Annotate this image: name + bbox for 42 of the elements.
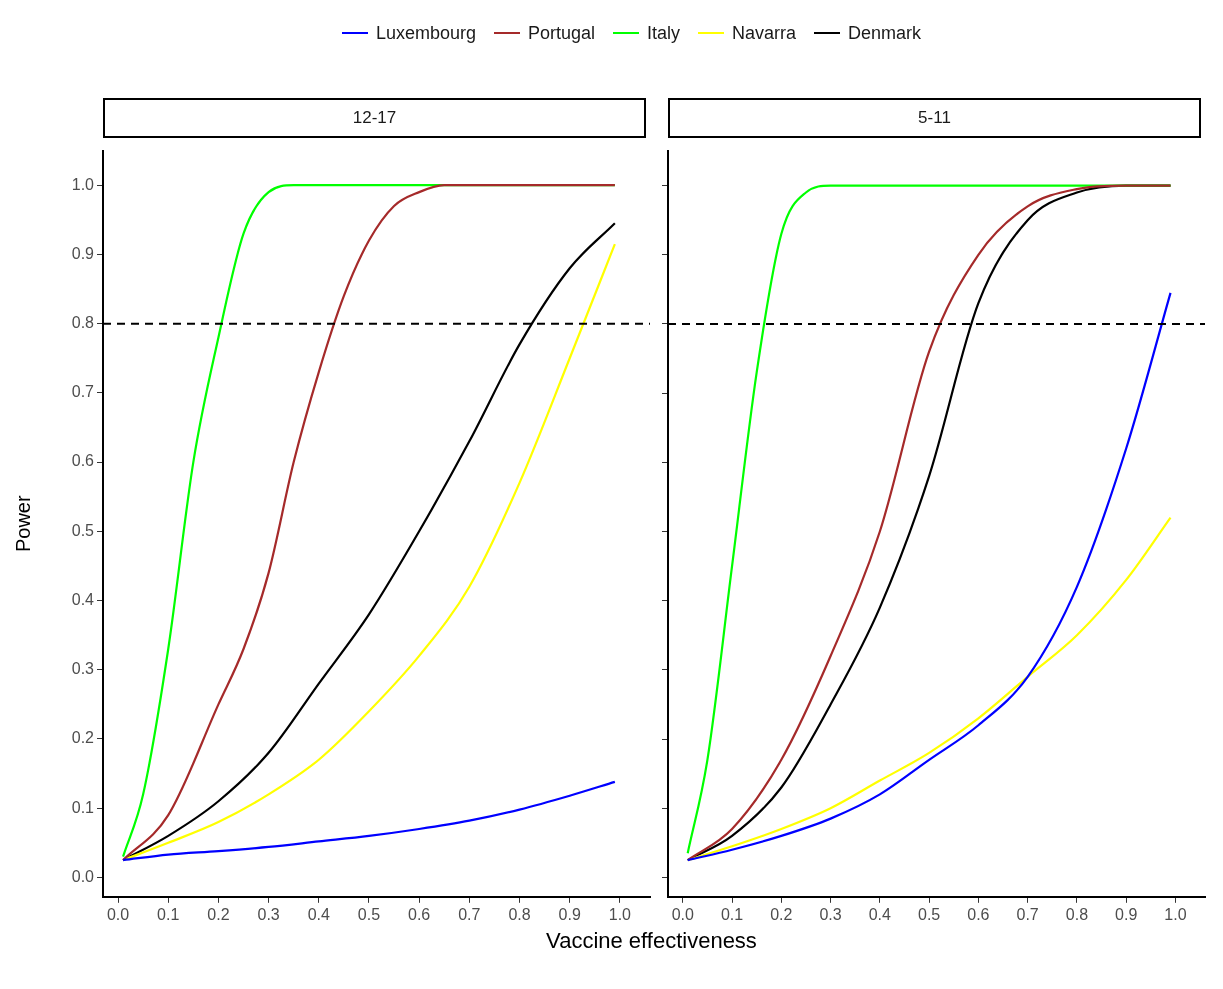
x-tick-label: 0.0 <box>106 905 130 923</box>
y-tick-label: 0.0 <box>71 867 95 885</box>
y-axis-title: Power <box>11 495 34 553</box>
legend-label: Navarra <box>732 22 797 44</box>
x-tick-label: 0.2 <box>207 905 230 923</box>
y-tick-label: 0.5 <box>71 521 95 539</box>
x-tick-label: 1.0 <box>1164 905 1187 923</box>
y-tick-label: 0.4 <box>71 590 95 608</box>
x-tick-label: 0.7 <box>1016 905 1039 923</box>
x-tick-label: 0.7 <box>458 905 481 923</box>
x-tick-label: 0.6 <box>408 905 431 923</box>
y-tick-label: 1.0 <box>71 175 95 193</box>
chart-title: 5-11 <box>668 98 1201 138</box>
x-tick-label: 0.3 <box>257 905 280 923</box>
x-tick-label: 0.5 <box>917 905 941 923</box>
x-tick-label: 0.8 <box>1065 905 1089 923</box>
x-tick-label: 0.9 <box>1115 905 1138 923</box>
x-tick-label: 0.4 <box>868 905 892 923</box>
y-tick-label: 0.8 <box>71 314 95 332</box>
legend-label: Italy <box>647 22 681 44</box>
y-tick-label: 0.2 <box>71 729 95 747</box>
legend-label: Portugal <box>527 22 596 44</box>
x-tick-label: 0.0 <box>671 905 694 923</box>
x-tick-label: 0.9 <box>558 905 581 923</box>
x-axis-title: Vaccine effectiveness <box>545 928 758 954</box>
y-tick-label: 0.9 <box>71 244 95 262</box>
y-tick-label: 0.7 <box>71 383 95 401</box>
legend-label: Denmark <box>848 22 922 44</box>
x-tick-label: 0.3 <box>819 905 842 923</box>
chart-title: 12-17 <box>103 98 646 138</box>
x-tick-label: 0.1 <box>157 905 180 923</box>
y-tick-label: 0.1 <box>71 798 95 816</box>
x-tick-label: 0.4 <box>307 905 331 923</box>
x-tick-label: 0.1 <box>720 905 744 923</box>
x-tick-label: 0.2 <box>770 905 793 923</box>
x-tick-label: 0.6 <box>967 905 990 923</box>
y-tick-label: 0.3 <box>71 660 95 678</box>
legend-label: Luxembourg <box>375 22 476 44</box>
x-tick-label: 1.0 <box>608 905 632 923</box>
x-tick-label: 0.8 <box>508 905 531 923</box>
y-tick-label: 0.6 <box>71 452 95 470</box>
x-tick-label: 0.5 <box>357 905 381 923</box>
